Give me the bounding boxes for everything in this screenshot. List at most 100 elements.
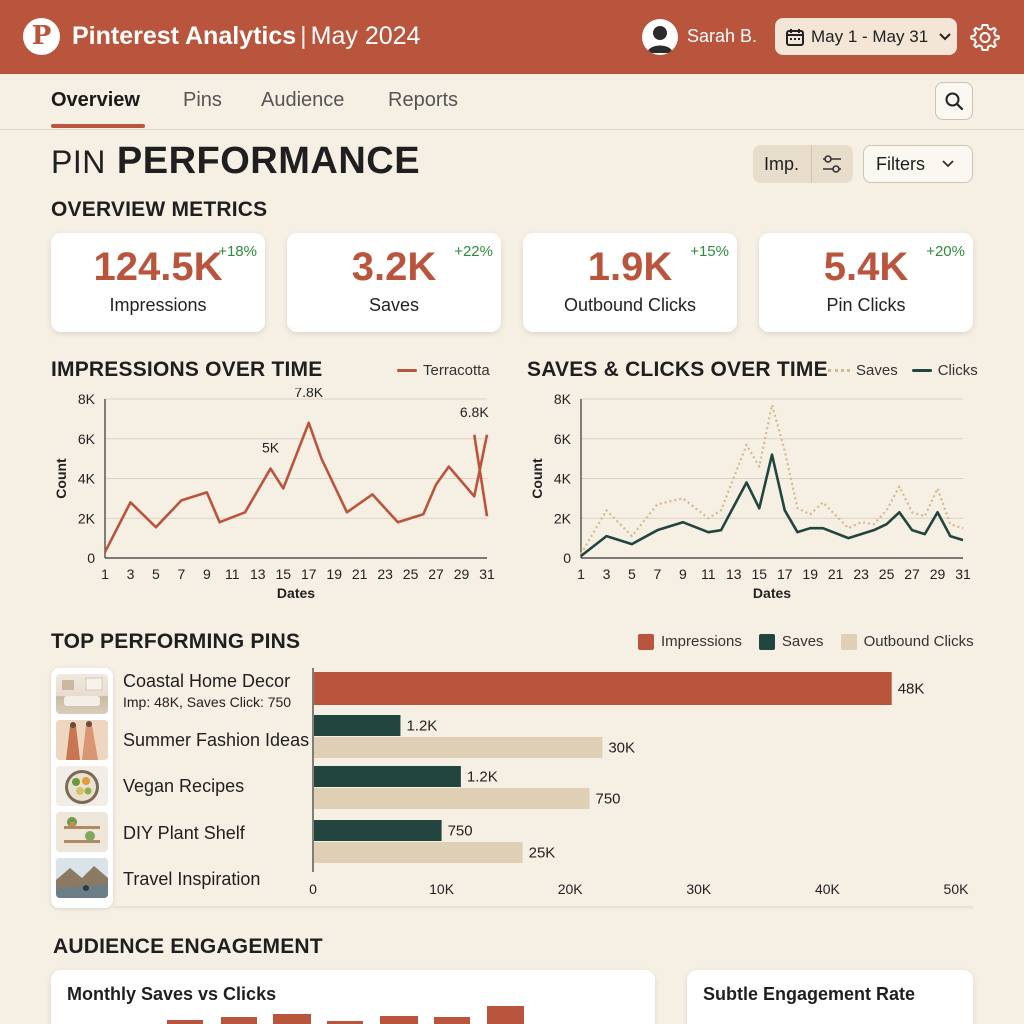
bar-saves [314, 715, 401, 736]
gear-icon[interactable] [970, 22, 1000, 52]
tab-reports[interactable]: Reports [388, 89, 459, 111]
search-button[interactable] [935, 82, 973, 120]
bar-impressions [314, 672, 892, 705]
active-tab-indicator [51, 124, 145, 128]
date-range-picker[interactable]: May 1 - May 31 [775, 18, 957, 55]
pin-name[interactable]: DIY Plant Shelf [123, 823, 245, 843]
y-tick-label: 4K [554, 471, 572, 487]
avatar[interactable] [642, 19, 678, 55]
chevron-down-icon [939, 32, 951, 40]
legend-label: Impressions [661, 633, 742, 650]
metric-label: Impressions [109, 295, 207, 315]
pin-thumbnail-vegan-recipes[interactable] [56, 766, 108, 806]
x-tick-label: 30K [686, 881, 712, 897]
metric-label: Pin Clicks [826, 295, 906, 315]
engagement-rate-card[interactable]: Subtle Engagement Rate [687, 970, 973, 1024]
tab-pins[interactable]: Pins [183, 89, 222, 111]
y-tick-label: 8K [78, 391, 96, 407]
x-axis-label: Dates [753, 585, 791, 601]
x-tick-label: 21 [828, 566, 844, 582]
legend-swatch [758, 633, 775, 650]
bar-value-label: 30K [608, 740, 635, 757]
x-tick-label: 9 [203, 566, 211, 582]
filters-button[interactable]: Filters [863, 145, 973, 183]
bar-value-label: 25K [529, 845, 556, 862]
section-title-saves-clicks: SAVES & CLICKS OVER TIME [527, 358, 828, 381]
data-label: 7.8K [294, 388, 323, 400]
y-tick-label: 6K [554, 431, 572, 447]
x-tick-label: 17 [777, 566, 793, 582]
legend-label: Terracotta [423, 362, 490, 379]
metric-change: +15% [690, 243, 729, 260]
x-tick-label: 20K [558, 881, 584, 897]
pin-name[interactable]: Summer Fashion Ideas [123, 730, 310, 750]
x-tick-label: 3 [603, 566, 611, 582]
top-pins-bar-chart: 0 10K 20K 30K 40K 50K 48K 1.2K 30K 1.2K 750 750 25K [309, 668, 969, 897]
metric-card-outbound-clicks[interactable]: 1.9K Outbound Clicks +15% [523, 233, 737, 332]
x-tick-label: 27 [904, 566, 920, 582]
bar-value-label: 750 [595, 791, 620, 808]
pin-name[interactable]: Travel Inspiration [123, 869, 261, 889]
x-tick-label: 15 [275, 566, 291, 582]
pinterest-logo-icon[interactable]: P [23, 18, 60, 55]
bar-saves [314, 766, 461, 787]
card-title: Monthly Saves vs Clicks [67, 984, 277, 1004]
metric-card-impressions[interactable]: 124.5K Impressions +18% [51, 233, 265, 332]
metric-value: 5.4K [823, 245, 909, 289]
x-tick-label: 17 [301, 566, 317, 582]
bar-outbound-clicks [314, 737, 603, 758]
page-title-prefix: PIN [51, 144, 106, 180]
x-tick-label: 31 [479, 566, 495, 582]
x-tick-label: 23 [853, 566, 869, 582]
pin-thumbnail-coastal-home-decor[interactable] [56, 674, 108, 714]
x-tick-label: 23 [377, 566, 393, 582]
user-name[interactable]: Sarah B. [687, 26, 758, 46]
x-tick-label: 27 [428, 566, 444, 582]
report-period: May 2024 [310, 22, 421, 50]
tab-audience[interactable]: Audience [261, 89, 345, 111]
x-tick-label: 10K [429, 881, 455, 897]
legend-label: Saves [781, 633, 824, 650]
metric-card-saves[interactable]: 3.2K Saves +22% [287, 233, 501, 332]
metric-label: Outbound Clicks [563, 295, 697, 315]
x-tick-label: 29 [454, 566, 470, 582]
app-title: Pinterest Analytics | May 2024 [72, 22, 420, 51]
metric-card-pin-clicks[interactable]: 5.4K Pin Clicks +20% [759, 233, 973, 332]
nav-tabs: Overview Pins Audience Reports [0, 74, 1024, 130]
search-icon [945, 92, 964, 111]
bar-chart-legend: Impressions Saves Outbound Clicks [638, 633, 974, 650]
x-tick-label: 19 [802, 566, 818, 582]
page-title: PIN PERFORMANCE [51, 140, 420, 183]
legend-swatch [828, 369, 850, 372]
x-tick-label: 29 [930, 566, 946, 582]
y-tick-label: 2K [78, 510, 96, 526]
monthly-bars-preview [167, 1006, 524, 1024]
pin-thumbnail-strip [51, 668, 113, 908]
monthly-saves-vs-clicks-card[interactable]: Monthly Saves vs Clicks [51, 970, 655, 1024]
pin-thumbnail-summer-fashion[interactable] [56, 720, 108, 760]
tab-overview[interactable]: Overview [51, 89, 140, 111]
chart-legend: Terracotta [397, 362, 490, 379]
y-tick-label: 8K [554, 391, 572, 407]
title-separator: | [300, 22, 307, 50]
section-title-overview: OVERVIEW METRICS [51, 198, 268, 221]
x-tick-label: 21 [352, 566, 368, 582]
x-tick-label: 0 [309, 881, 317, 897]
y-tick-label: 0 [563, 550, 571, 566]
pin-name[interactable]: Vegan Recipes [123, 776, 245, 796]
section-title-audience: AUDIENCE ENGAGEMENT [53, 935, 323, 958]
x-tick-label: 7 [654, 566, 662, 582]
metric-value: 124.5K [93, 245, 223, 289]
x-tick-label: 11 [701, 566, 716, 582]
pin-thumbnail-travel-inspiration[interactable] [56, 858, 108, 898]
app-name: Pinterest Analytics [72, 22, 297, 50]
metric-toggle-button[interactable]: Imp. [753, 145, 853, 183]
date-range-label: May 1 - May 31 [811, 26, 929, 46]
x-tick-label: 15 [751, 566, 767, 582]
y-axis-label: Count [53, 458, 69, 499]
pin-name[interactable]: Coastal Home Decor [123, 671, 291, 691]
top-pins-panel: Coastal Home Decor Imp: 48K, Saves Click… [51, 668, 973, 910]
x-tick-label: 1 [101, 566, 109, 582]
pin-thumbnail-diy-plant-shelf[interactable] [56, 812, 108, 852]
metric-value: 3.2K [351, 245, 437, 289]
